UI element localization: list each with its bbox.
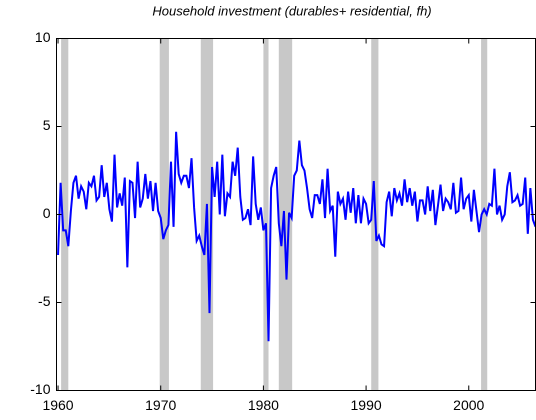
recession-band [159,38,169,391]
x-tick-label: 2000 [453,397,484,413]
data-line [57,131,536,342]
y-tick-label: 10 [35,29,51,45]
x-tick-label: 1960 [42,397,73,413]
chart-title: Household investment (durables+ resident… [152,3,431,18]
recession-band [481,38,488,391]
recession-band [278,38,293,391]
y-tick-label: -10 [30,381,50,397]
recession-band [61,38,69,391]
recession-band [263,38,269,391]
x-tick-label: 1990 [351,397,382,413]
y-tick-label: -5 [38,293,51,309]
y-tick-label: 0 [43,205,51,221]
x-tick-label: 1970 [145,397,176,413]
x-tick-label: 1980 [248,397,279,413]
y-tick-label: 5 [43,117,51,133]
